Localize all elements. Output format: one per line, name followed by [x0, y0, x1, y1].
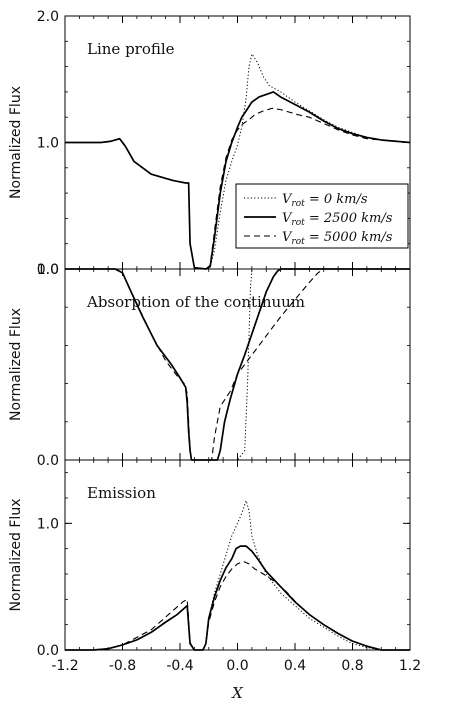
y-tick-label: 0.0 — [37, 453, 59, 469]
y-tick-label: 0.0 — [37, 643, 59, 659]
x-tick-label: -0.8 — [109, 658, 136, 674]
x-tick-label: 1.2 — [399, 658, 421, 674]
series-line-dashed — [65, 560, 410, 651]
y-axis-label: Normalized Flux — [8, 308, 24, 421]
series-line-dotted — [65, 500, 410, 651]
panel-emission: 0.0 1.0 -1.2 -0.8 -0.4 0.0 0.4 0.8 1.2 Normalized… — [8, 459, 421, 702]
legend-label: Vrot = 0 km/s — [282, 192, 368, 209]
y-tick-label: 1.0 — [37, 136, 59, 152]
y-tick-label: 0.0 — [37, 262, 59, 278]
panel-title: Line profile — [87, 40, 175, 58]
y-tick-label: 1.0 — [37, 516, 59, 532]
series-line-solid — [65, 545, 410, 651]
series-line-dashed — [65, 268, 410, 461]
legend-label: Vrot = 2500 km/s — [282, 211, 393, 228]
series-line-dashed — [65, 107, 411, 270]
x-axis-label: X — [231, 684, 244, 702]
panel-title: Absorption of the continuum — [86, 293, 305, 311]
series-line-solid — [65, 91, 411, 270]
y-tick-label: 1.0 — [37, 262, 59, 278]
x-tick-label: 0.0 — [226, 658, 248, 674]
y-tick-label: 2.0 — [37, 9, 59, 25]
x-tick-label: -1.2 — [51, 658, 78, 674]
y-axis-label: Normalized Flux — [8, 499, 24, 612]
x-tick-label: -0.4 — [166, 658, 193, 674]
x-tick-label: 0.4 — [284, 658, 306, 674]
panel-title: Emission — [87, 484, 156, 502]
legend-box — [235, 183, 409, 249]
y-axis-label: Normalized Flux — [8, 86, 24, 199]
x-tick-label: 0.8 — [341, 658, 363, 674]
legend-label: Vrot = 5000 km/s — [282, 230, 393, 247]
